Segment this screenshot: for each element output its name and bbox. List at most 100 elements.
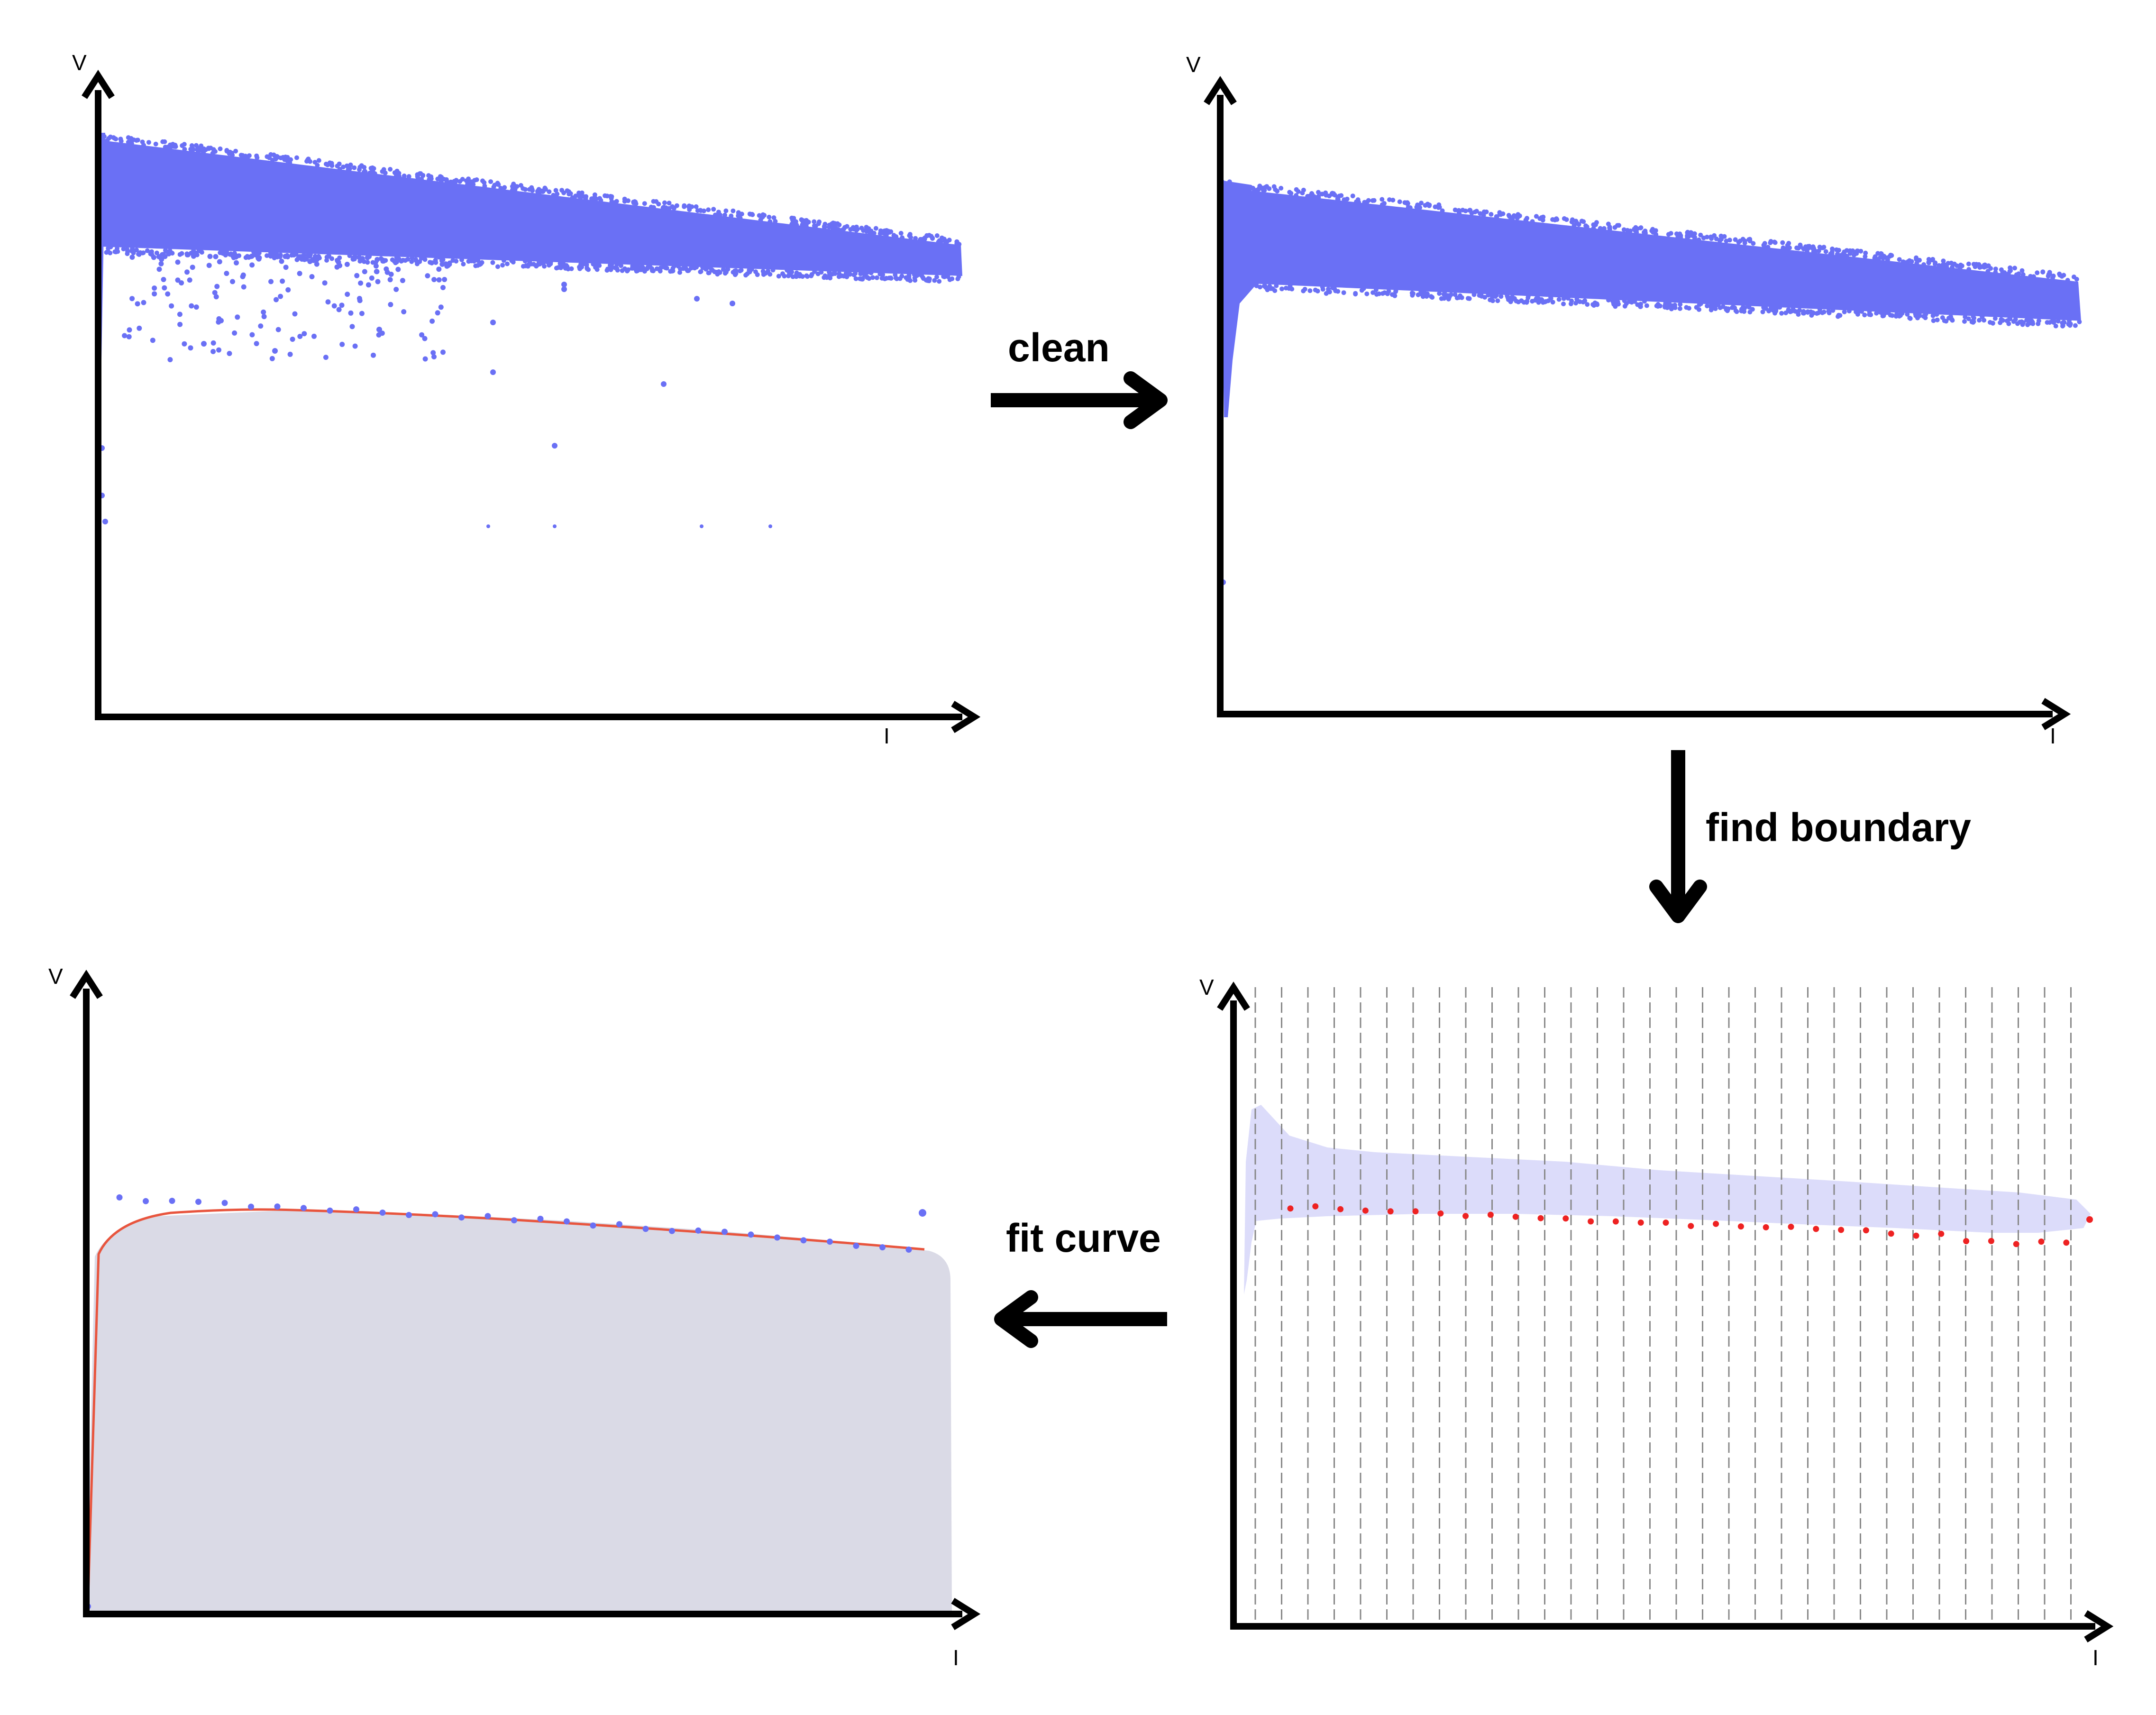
raw-outlier [438,304,444,310]
clean-point [1363,200,1369,205]
clean-point [1510,215,1515,220]
boundary-point [1737,1223,1744,1230]
raw-outlier [141,300,146,305]
fit-input-point [432,1211,439,1218]
clean-point [1727,238,1732,243]
clean-point [1966,267,1972,272]
raw-outlier [274,297,279,303]
raw-point [555,192,560,197]
raw-point [325,162,330,167]
clean-point [1344,196,1350,202]
raw-point [129,141,134,146]
raw-outlier [162,285,167,291]
clean-point [1914,255,1919,260]
raw-point [884,228,889,233]
raw-point [686,204,691,209]
raw-outlier [430,350,436,356]
raw-outlier [167,357,173,362]
raw-point [233,148,238,154]
raw-outlier [249,332,255,338]
clean-point [1279,286,1284,292]
raw-point [341,165,346,170]
raw-outlier [190,265,195,270]
raw-point [347,253,352,258]
raw-point [609,196,614,201]
clean-point [1316,194,1321,199]
raw-point [426,173,431,178]
clean-point [2061,273,2066,278]
clean-point [2068,321,2073,327]
raw-outlier [169,303,174,309]
raw-outlier [216,347,221,353]
cleaned-scatter-band [1218,179,2082,585]
clean-point [1379,197,1385,202]
raw-point [934,233,940,238]
raw-point [394,168,400,174]
clean-point [2016,271,2021,276]
raw-point [877,231,883,236]
raw-point [218,146,223,151]
raw-point [546,260,551,265]
raw-outlier [161,277,166,282]
clean-point [1593,222,1598,227]
raw-outlier [369,275,375,281]
raw-point [410,255,415,260]
clean-point [1988,320,1992,325]
raw-point [660,205,666,211]
boundary-point [1963,1238,1970,1245]
clean-point [1392,293,1398,298]
clean-point [1316,190,1321,195]
raw-outlier [694,296,700,302]
clean-point [1747,310,1753,315]
clean-point [2047,320,2052,325]
clean-point [1523,218,1528,223]
raw-point [294,155,299,160]
clean-point [1817,307,1822,312]
raw-point [346,167,351,172]
raw-point [770,267,776,273]
raw-outlier [201,341,207,347]
clean-point [1900,259,1906,265]
clean-point [1878,251,1883,256]
raw-point [668,269,673,274]
raw-point [521,264,526,269]
raw-point [466,179,471,184]
raw-point [893,272,898,277]
raw-point [942,238,948,243]
raw-outlier [279,258,284,264]
raw-outlier [269,356,275,361]
raw-point [317,256,322,261]
raw-outlier [435,310,440,316]
clean-point [1669,306,1674,312]
clean-point [1732,305,1737,311]
clean-point [1958,262,1963,267]
boundary-point [2038,1238,2045,1245]
clean-point [1688,230,1693,235]
clean-point [1289,286,1295,292]
raw-point [654,266,659,271]
raw-outlier [227,351,232,356]
raw-point [415,174,420,180]
clean-point [1940,315,1945,320]
raw-point [197,248,202,254]
raw-point [711,207,716,212]
raw-outlier [213,254,219,259]
raw-point [867,276,872,281]
raw-outlier [344,262,350,267]
raw-point [482,183,487,189]
fit-y-axis-label: V [48,964,63,989]
boundary-x-axis-label: I [2092,1645,2099,1670]
raw-point [794,274,799,279]
raw-point [140,250,145,256]
clean-point [1985,269,1991,274]
cleaned-spike [1220,180,1256,417]
raw-x-axis-label: I [884,724,890,748]
clean-point [2012,266,2017,271]
raw-point [791,216,796,221]
raw-outlier [425,273,430,279]
boundary-point [1487,1211,1494,1218]
raw-point [565,188,570,193]
raw-point [722,212,727,218]
step-label-find-boundary: find boundary [1706,805,1971,850]
raw-point [913,236,918,241]
